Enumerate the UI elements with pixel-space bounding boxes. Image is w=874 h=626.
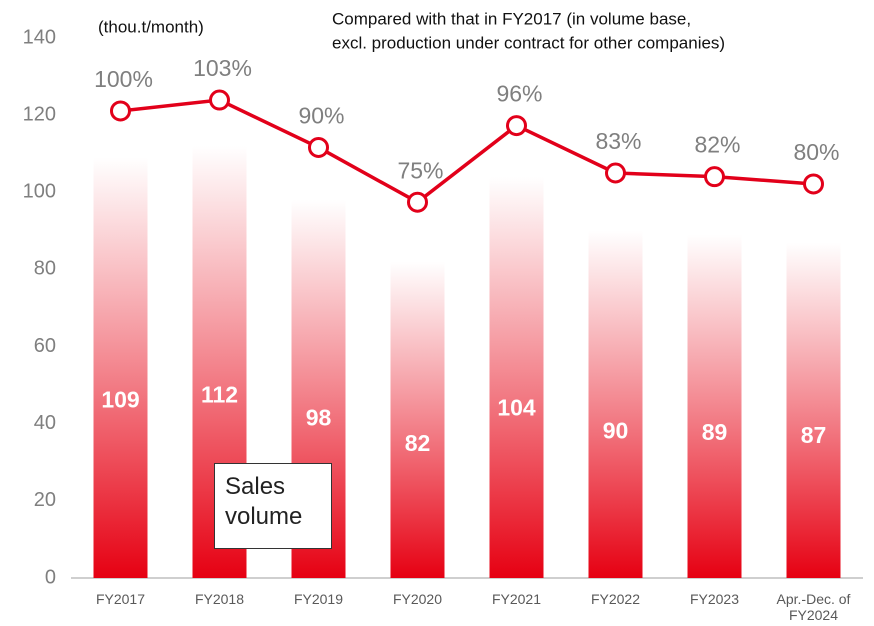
bar-value-label: 109 — [101, 386, 139, 412]
annotation: excl. production under contract for othe… — [332, 33, 725, 52]
bar-value-label: 104 — [497, 395, 536, 421]
line-value-label: 90% — [298, 103, 344, 129]
x-tick-label: FY2022 — [590, 591, 641, 607]
unit-label: (thou.t/month) — [98, 17, 204, 36]
x-tick-label: FY2017 — [95, 591, 146, 607]
line-marker — [407, 191, 428, 213]
y-tick-label: 60 — [34, 335, 56, 357]
bar — [786, 242, 841, 578]
y-tick-label: 20 — [34, 489, 56, 511]
line-value-label: 103% — [193, 55, 252, 81]
x-tick-label: FY2023 — [689, 591, 740, 607]
bar — [390, 261, 445, 578]
x-tick-label: FY2021 — [491, 591, 542, 607]
y-tick-label: 40 — [34, 412, 56, 434]
line-marker — [803, 173, 824, 195]
y-tick-label: 140 — [23, 26, 56, 48]
bar-value-label: 112 — [201, 382, 238, 408]
line-value-label: 100% — [94, 66, 153, 92]
line — [120, 98, 814, 205]
line-value-label: 83% — [595, 128, 641, 154]
line-marker — [704, 166, 725, 188]
y-tick-label: 100 — [23, 181, 56, 203]
line-value-label: 96% — [496, 81, 542, 107]
legend: Sales volume — [214, 463, 332, 549]
y-tick-label: 0 — [45, 566, 56, 588]
x-tick-label: FY2019 — [293, 591, 344, 607]
y-tick-label: 80 — [34, 258, 56, 280]
line-value-label: 75% — [397, 157, 443, 183]
bar-value-label: 89 — [702, 419, 728, 445]
bar-value-label: 82 — [405, 430, 431, 456]
bar — [93, 157, 148, 579]
line-value-label: 80% — [793, 139, 839, 165]
bar-value-label: 87 — [801, 422, 827, 448]
line-marker — [209, 89, 230, 111]
line-marker — [605, 162, 626, 184]
line-value-label: 82% — [694, 132, 740, 158]
bar — [588, 230, 643, 578]
annotation: Compared with that in FY2017 (in volume … — [332, 9, 691, 28]
x-tick-label: Apr.-Dec. of FY2024 — [776, 591, 851, 623]
bar-value-label: 90 — [603, 417, 629, 443]
bar — [489, 176, 544, 578]
bar — [687, 234, 742, 578]
y-tick-label: 120 — [23, 103, 56, 125]
line-marker — [506, 115, 527, 137]
x-tick-label: FY2018 — [194, 591, 245, 607]
x-tick-label: FY2020 — [392, 591, 443, 607]
line-marker — [308, 136, 329, 158]
bar-value-label: 98 — [306, 404, 332, 430]
line-marker — [110, 100, 131, 122]
